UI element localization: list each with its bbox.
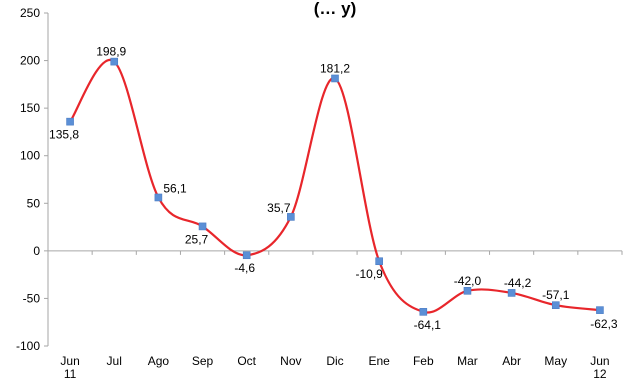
x-tick-label-year: 12 <box>593 367 607 381</box>
y-tick-label: 200 <box>20 54 40 68</box>
data-markers <box>66 57 604 316</box>
x-tick-label-year: 11 <box>64 367 77 381</box>
data-point-marker <box>507 289 516 297</box>
x-tick-label: Oct <box>237 354 256 368</box>
data-point-marker <box>463 287 472 295</box>
y-tick-label: 0 <box>33 244 40 258</box>
y-tick-label: 100 <box>20 149 40 163</box>
data-value-label: 135,8 <box>49 128 79 142</box>
data-point-marker <box>154 193 163 202</box>
data-value-label: 56,1 <box>163 181 187 195</box>
data-value-label: 198,9 <box>96 45 126 59</box>
x-tick-label: Jun <box>590 354 609 368</box>
data-value-label: -64,1 <box>414 318 442 332</box>
y-tick-label: -100 <box>16 339 40 353</box>
data-value-label: -4,6 <box>234 261 255 275</box>
data-point-marker <box>375 257 383 266</box>
y-axis-ticks: -100 -50 0 50 100 150 200 250 <box>16 6 48 353</box>
data-point-marker <box>110 57 119 66</box>
axes <box>47 13 622 346</box>
data-value-label: 25,7 <box>185 232 209 246</box>
x-tick-label: Abr <box>502 354 521 368</box>
data-point-marker <box>331 74 339 83</box>
data-value-label: 35,7 <box>267 201 291 215</box>
x-tick-label: Sep <box>192 354 214 368</box>
data-labels: 135,8 198,9 56,1 25,7 -4,6 35,7 181,2 -10,9 -64,… <box>49 45 618 332</box>
data-point-marker <box>596 306 604 314</box>
data-value-label: 181,2 <box>320 61 350 75</box>
x-tick-label: Feb <box>413 354 434 368</box>
x-tick-label: Mar <box>457 354 478 368</box>
y-tick-label: -50 <box>23 291 41 305</box>
data-point-marker <box>242 251 251 260</box>
data-value-label: -44,2 <box>504 276 532 290</box>
data-value-label: -10,9 <box>355 267 383 281</box>
x-tick-label: May <box>544 354 567 368</box>
y-tick-label: 250 <box>20 6 40 20</box>
x-tick-label: Ene <box>368 354 390 368</box>
data-point-marker <box>198 222 207 231</box>
x-tick-label: Ago <box>148 354 170 368</box>
data-value-label: -42,0 <box>454 274 482 288</box>
chart-title-fragment: (… y) <box>314 0 357 18</box>
x-tick-label: Dic <box>326 354 343 368</box>
data-point-marker <box>551 301 560 309</box>
data-point-marker <box>66 117 74 126</box>
data-value-label: -57,1 <box>542 288 570 302</box>
x-tick-label: Nov <box>280 354 301 368</box>
series-line <box>69 58 601 314</box>
x-tick-label: Jun <box>60 354 79 368</box>
data-point-marker <box>287 213 295 221</box>
data-point-marker <box>419 308 428 316</box>
x-tick-label: Jul <box>107 354 122 368</box>
data-value-label: -62,3 <box>590 317 618 331</box>
y-tick-label: 50 <box>27 196 41 210</box>
y-tick-label: 150 <box>20 101 40 115</box>
